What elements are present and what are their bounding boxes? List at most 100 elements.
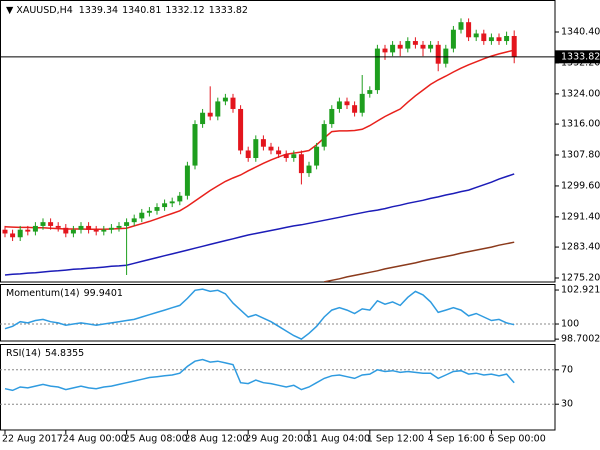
candle-body (116, 225, 122, 228)
candle-body (230, 97, 236, 109)
y-tick-label: 1283.40 (561, 242, 600, 253)
y-tick-label: 102.9217 (561, 285, 600, 296)
candle-body (283, 154, 289, 159)
header: ▼ XAUUSD,H4 1339.34 1340.81 1332.12 1333.82 (6, 5, 248, 16)
candle-body (2, 229, 8, 234)
candle-body (511, 35, 517, 57)
rsi-frame (0, 344, 556, 431)
candle-body (268, 146, 274, 151)
moving-average (4, 49, 515, 231)
momentum-frame (0, 284, 556, 342)
candle-body (298, 154, 304, 174)
candle-body (222, 97, 228, 102)
candle-body (78, 225, 84, 230)
candle-body (504, 35, 510, 42)
y-tick-label: 1316.00 (561, 119, 600, 130)
candle-body (481, 33, 487, 42)
candle-body (146, 210, 152, 213)
price-tag (555, 50, 600, 64)
candle-body (245, 150, 251, 159)
low-value: 1332.12 (165, 5, 204, 16)
candle-body (291, 154, 297, 159)
candle-body (200, 112, 206, 125)
indicator-line (4, 288, 515, 340)
high-value: 1340.81 (122, 5, 161, 16)
candle-body (428, 44, 434, 49)
triangle: ▼ (6, 5, 16, 16)
candle-body (488, 37, 494, 42)
candle-body (48, 222, 54, 226)
x-tick-label: 29 Aug 20:00 (245, 434, 309, 445)
candle-body (435, 44, 441, 64)
candle-body (260, 139, 266, 147)
candle-body (215, 101, 221, 117)
candle-body (314, 146, 320, 166)
candle-body (169, 201, 175, 204)
candle-body (412, 41, 418, 45)
x-tick-label: 22 Aug 2017 (2, 434, 63, 445)
candle-body (336, 101, 342, 109)
candle-body (329, 108, 335, 125)
y-tick-label: 98.7002 (561, 334, 600, 345)
candle-body (276, 150, 282, 155)
y-tick-label: 100 (561, 319, 579, 330)
y-tick-label: 1275.20 (561, 273, 600, 284)
candle-body (238, 108, 244, 151)
x-tick-label: 24 Aug 00:00 (63, 434, 127, 445)
candle-body (359, 93, 365, 113)
candle-body (374, 48, 380, 91)
candle-body (473, 33, 479, 38)
y-tick-label: 1291.40 (561, 211, 600, 222)
rsi-label: RSI(14) 54.8355 (6, 348, 84, 359)
candle-body (321, 124, 327, 147)
candle-body (405, 41, 411, 49)
candle-body (458, 22, 464, 30)
plot-layer: 1340.401332.201324.001316.001307.801299.… (0, 18, 600, 445)
symbol: XAUUSD,H4 (16, 5, 72, 16)
candle-body (17, 229, 23, 238)
candle-body (253, 139, 259, 159)
candle-body (397, 44, 403, 49)
candle-body (139, 212, 145, 219)
candle-body (443, 48, 449, 64)
indicator-line (4, 358, 515, 392)
candle-body (86, 225, 92, 230)
x-tick-label: 6 Sep 00:00 (488, 434, 545, 445)
candle-body (124, 222, 130, 226)
price-tag-label: 1333.82 (561, 51, 600, 62)
candle-body (466, 22, 472, 38)
candle-body (344, 101, 350, 106)
x-tick-label: 28 Aug 12:00 (184, 434, 248, 445)
candle-body (420, 44, 426, 49)
y-tick-label: 1324.00 (561, 88, 600, 99)
momentum-label: Momentum(14) 99.9401 (6, 288, 123, 299)
moving-average (324, 241, 515, 282)
candle-body (306, 165, 312, 174)
rsi-last: 54.8355 (45, 348, 84, 359)
moving-average (4, 173, 515, 276)
candle-body (10, 233, 16, 238)
candle-body (352, 105, 358, 113)
y-tick-label: 1340.40 (561, 26, 600, 37)
candle-body (32, 225, 38, 232)
candle-body (207, 112, 213, 117)
candle-body (93, 229, 99, 232)
momentum-title: Momentum(14) (6, 288, 80, 299)
candle-body (382, 48, 388, 53)
rsi-title: RSI(14) (6, 348, 41, 359)
candle-body (70, 229, 76, 234)
candle-body (131, 218, 137, 223)
main-frame (0, 0, 556, 283)
x-tick-label: 4 Sep 16:00 (428, 434, 485, 445)
candle-body (108, 227, 114, 230)
y-tick-label: 70 (561, 364, 573, 375)
close-value: 1333.82 (209, 5, 248, 16)
candle-body (390, 44, 396, 53)
candle-body (162, 203, 168, 208)
candle-body (25, 229, 31, 232)
x-tick-label: 1 Sep 12:00 (367, 434, 424, 445)
candle-body (55, 225, 61, 228)
candle-body (101, 229, 107, 232)
momentum-last: 99.9401 (84, 288, 123, 299)
